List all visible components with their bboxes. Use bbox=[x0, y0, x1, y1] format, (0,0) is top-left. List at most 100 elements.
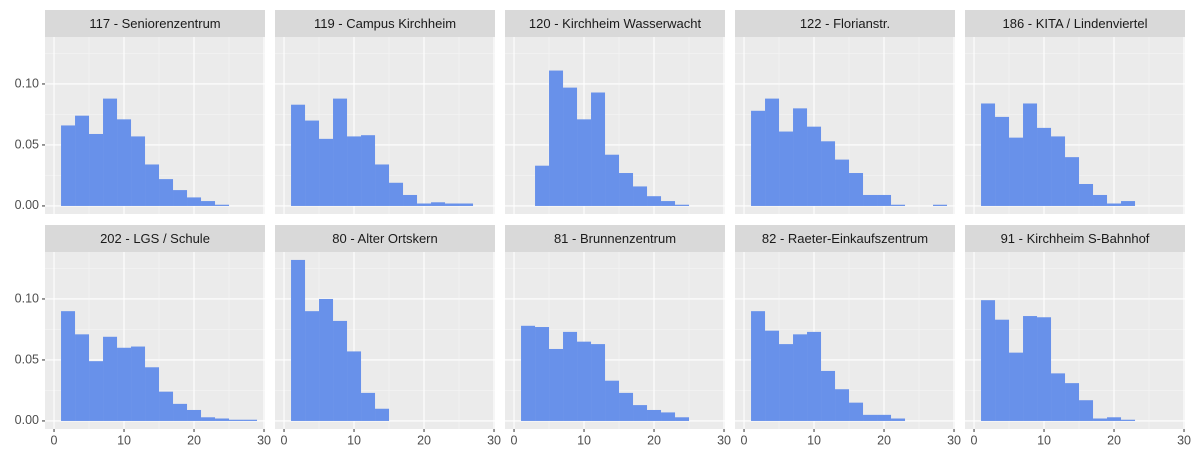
strip bbox=[275, 225, 495, 252]
strip-label: 186 - KITA / Lindenviertel bbox=[1002, 16, 1147, 31]
strip-label: 122 - Florianstr. bbox=[800, 16, 890, 31]
bar bbox=[1093, 194, 1108, 206]
bar bbox=[145, 164, 160, 206]
y-tick-label: 0.05 bbox=[15, 137, 39, 151]
bar bbox=[1079, 183, 1094, 206]
strip-label: 80 - Alter Ortskern bbox=[332, 231, 437, 246]
bar bbox=[333, 98, 348, 206]
bar bbox=[215, 204, 230, 206]
bar bbox=[291, 104, 306, 206]
bar bbox=[863, 414, 878, 421]
bar bbox=[647, 409, 662, 421]
bar bbox=[675, 417, 690, 421]
bar bbox=[173, 190, 188, 206]
bar bbox=[201, 417, 216, 421]
bar bbox=[291, 259, 306, 421]
strip bbox=[965, 225, 1185, 252]
strip-label: 119 - Campus Kirchheim bbox=[314, 16, 456, 31]
bar bbox=[61, 125, 76, 206]
bar bbox=[793, 334, 808, 421]
y-tick-label: 0.05 bbox=[15, 352, 39, 366]
y-tick-label: 0.10 bbox=[15, 76, 39, 90]
bar bbox=[591, 92, 606, 206]
bar bbox=[459, 203, 474, 206]
bar bbox=[117, 347, 132, 421]
bar bbox=[1121, 201, 1136, 206]
bar bbox=[563, 87, 578, 206]
bar bbox=[173, 403, 188, 421]
bar bbox=[375, 408, 390, 421]
x-tick-label: 10 bbox=[807, 433, 821, 447]
strip bbox=[735, 225, 955, 252]
bar bbox=[765, 330, 780, 421]
bar bbox=[347, 351, 362, 421]
bar bbox=[201, 201, 216, 206]
y-tick-label: 0.00 bbox=[15, 198, 39, 212]
bar bbox=[521, 325, 536, 421]
bar bbox=[431, 202, 446, 206]
bar bbox=[319, 298, 334, 421]
strip bbox=[735, 10, 955, 37]
bar bbox=[187, 197, 202, 206]
bar bbox=[1037, 127, 1052, 206]
bar bbox=[835, 159, 850, 206]
bar bbox=[1051, 136, 1066, 206]
bar bbox=[891, 204, 906, 206]
bar bbox=[131, 346, 146, 421]
bar bbox=[361, 135, 376, 206]
strip bbox=[505, 10, 725, 37]
x-tick-label: 10 bbox=[1037, 433, 1051, 447]
strip bbox=[45, 225, 265, 252]
bar bbox=[145, 367, 160, 421]
bar bbox=[159, 391, 174, 421]
bar bbox=[563, 331, 578, 421]
x-tick-label: 0 bbox=[511, 433, 518, 447]
bar bbox=[333, 320, 348, 421]
y-tick-label: 0.00 bbox=[15, 413, 39, 427]
bar bbox=[619, 392, 634, 421]
bar bbox=[891, 418, 906, 421]
bar bbox=[347, 136, 362, 206]
x-tick-label: 0 bbox=[281, 433, 288, 447]
bar bbox=[1037, 317, 1052, 421]
x-tick-label: 10 bbox=[117, 433, 131, 447]
strip-label: 202 - LGS / Schule bbox=[100, 231, 210, 246]
strip bbox=[505, 225, 725, 252]
x-tick-label: 0 bbox=[51, 433, 58, 447]
bar bbox=[1009, 352, 1024, 421]
bar bbox=[75, 115, 90, 206]
bar bbox=[577, 119, 592, 206]
bar bbox=[89, 361, 104, 421]
strip bbox=[275, 10, 495, 37]
bar bbox=[779, 344, 794, 421]
bar bbox=[577, 341, 592, 421]
bar bbox=[821, 141, 836, 206]
bar bbox=[765, 98, 780, 206]
bar bbox=[675, 204, 690, 206]
x-tick-label: 20 bbox=[417, 433, 431, 447]
bar bbox=[633, 405, 648, 421]
x-tick-label: 30 bbox=[717, 433, 731, 447]
bar bbox=[549, 348, 564, 421]
bar bbox=[229, 419, 244, 421]
bar bbox=[821, 370, 836, 421]
x-tick-label: 0 bbox=[741, 433, 748, 447]
bar bbox=[61, 311, 76, 421]
bar bbox=[1121, 419, 1136, 421]
bar bbox=[605, 154, 620, 206]
bar bbox=[1107, 417, 1122, 421]
bar bbox=[1079, 400, 1094, 421]
x-tick-label: 30 bbox=[487, 433, 501, 447]
bar bbox=[835, 389, 850, 421]
bar bbox=[89, 133, 104, 206]
bar bbox=[619, 173, 634, 206]
bar bbox=[995, 116, 1010, 206]
bar bbox=[187, 409, 202, 421]
bar bbox=[933, 204, 948, 206]
bar bbox=[131, 136, 146, 206]
bar bbox=[1009, 137, 1024, 206]
bar bbox=[535, 165, 550, 206]
bar bbox=[361, 392, 376, 421]
